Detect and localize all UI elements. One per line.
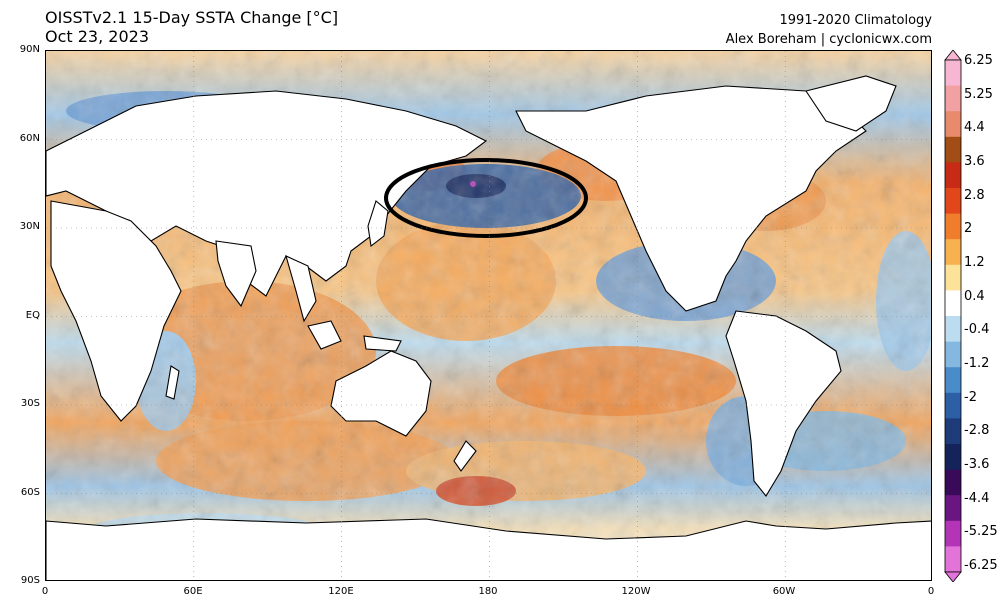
japan-landmass (367, 200, 389, 248)
colorbar-tick-label: 4.4 (964, 120, 985, 136)
colorbar-tick-label: -3.6 (964, 457, 990, 472)
lon-label-0-right: 0 (927, 586, 935, 597)
madagascar-landmass (165, 365, 180, 400)
map-title-block: OISSTv2.1 15-Day SSTA Change [°C] Oct 23… (45, 8, 338, 46)
colorbar-top-arrow (944, 50, 962, 61)
lat-label-90s: 90S (20, 575, 40, 586)
colorbar-tick-label: 2.8 (964, 187, 985, 203)
landmasses (46, 75, 931, 580)
lat-label-30n: 30N (19, 221, 40, 232)
colorbar-segment (945, 188, 961, 215)
lat-label-eq: EQ (25, 310, 40, 321)
lat-label-30s: 30S (20, 398, 40, 409)
lon-label-60w: 60W (772, 586, 796, 597)
colorbar-bottom-arrow (944, 571, 962, 582)
colorbar-tick-label: 5.25 (964, 86, 993, 102)
colorbar-tick-label: 0.4 (964, 288, 985, 304)
colorbar-segment (945, 444, 961, 471)
colorbar-tick-label: -6.25 (964, 558, 998, 573)
colorbar-tick-label: -1.2 (964, 356, 990, 371)
colorbar-tick-label: -4.4 (964, 490, 990, 506)
colorbar-segment (945, 495, 961, 522)
antarctica-landmass (46, 518, 931, 580)
map-canvas (46, 51, 931, 580)
sst-anomaly-map (45, 50, 932, 581)
colorbar-segment (945, 239, 961, 266)
colorbar-segment (945, 367, 961, 394)
colorbar-tick-label: 1.2 (964, 255, 985, 270)
colorbar-tick-label: 6.25 (964, 53, 993, 68)
colorbar-tick-label: -2.8 (964, 423, 990, 439)
colorbar-segment (945, 316, 961, 343)
new-guinea-landmass (363, 335, 402, 352)
colorbar-tick-label: -0.4 (964, 322, 990, 338)
colorbar-segment (945, 136, 961, 163)
colorbar-segment (945, 290, 961, 317)
climatology-label: 1991-2020 Climatology (779, 13, 932, 28)
graticule (46, 51, 931, 580)
map-date: Oct 23, 2023 (45, 27, 149, 46)
borneo-landmass (307, 320, 342, 350)
colorbar-tick-label: -5.25 (964, 524, 998, 540)
southeast-asia-landmass (285, 255, 317, 323)
australia-landmass (330, 350, 432, 437)
new-zealand-landmass (453, 440, 477, 472)
colorbar-segment (945, 341, 961, 368)
lon-label-0-left: 0 (41, 586, 49, 597)
colorbar-segment (945, 264, 961, 291)
colorbar-segment (945, 392, 961, 419)
colorbar-segment (945, 111, 961, 138)
colorbar-segment (945, 469, 961, 496)
lon-label-120w: 120W (621, 586, 651, 597)
colorbar-tick-label: 2 (964, 221, 973, 237)
lat-label-60n: 60N (19, 133, 40, 144)
africa-landmass (50, 200, 182, 422)
map-credits-block: 1991-2020 Climatology Alex Boreham | cyc… (726, 11, 932, 49)
lon-label-60e: 60E (183, 586, 203, 597)
colorbar-segment (945, 520, 961, 547)
colorbar-segment (945, 162, 961, 189)
lon-label-180: 180 (478, 586, 498, 597)
colorbar-segment (945, 418, 961, 445)
greenland-landmass (805, 75, 897, 132)
highlight-ellipse (384, 158, 588, 238)
colorbar (944, 50, 962, 582)
colorbar-segment (945, 85, 961, 112)
colorbar-tick-label: 3.6 (964, 154, 985, 169)
lon-label-120e: 120E (328, 586, 354, 597)
colorbar-segment (945, 60, 961, 87)
lat-label-90n: 90N (19, 44, 40, 55)
colorbar-segment (945, 213, 961, 240)
india-landmass (215, 240, 257, 308)
colorbar-segment (945, 546, 961, 573)
south-america-landmass (725, 310, 842, 497)
colorbar-tick-label: -2 (964, 389, 977, 405)
map-title: OISSTv2.1 15-Day SSTA Change [°C] (45, 8, 339, 27)
author-credit: Alex Boreham | cyclonicwx.com (725, 32, 932, 47)
lat-label-60s: 60S (20, 487, 40, 498)
